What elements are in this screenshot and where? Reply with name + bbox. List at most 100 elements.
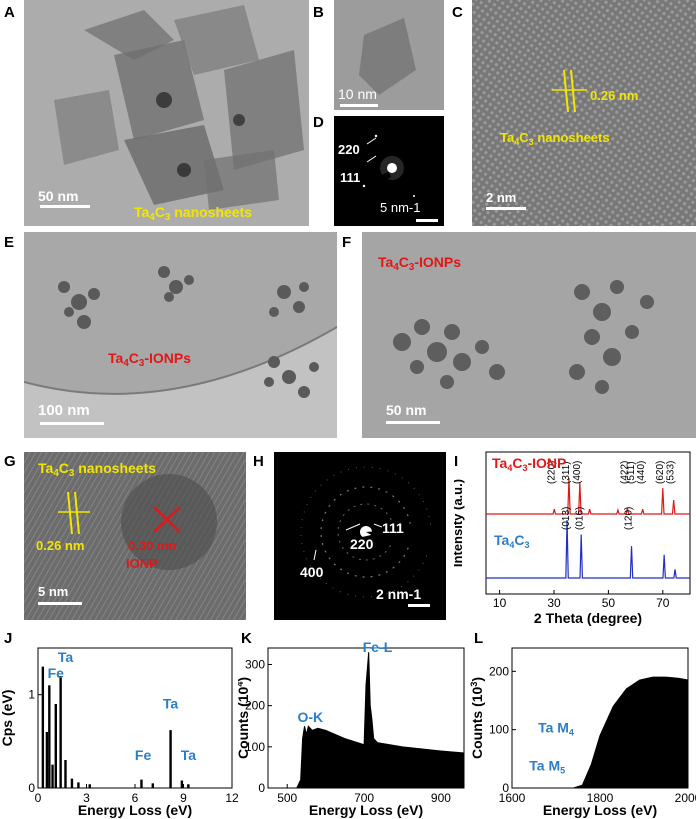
panel-letter-a: A [4, 4, 15, 21]
panel-i-legend-ta4c3: Ta4C3 [494, 532, 529, 550]
panel-b-sheet-graphic [334, 0, 444, 110]
panel-e-sample-label: Ta4C3-IONPs [108, 350, 192, 369]
panel-j-peak-bar [51, 764, 54, 788]
panel-j-peak-annotation: Ta [163, 696, 179, 712]
panel-l-edge-annotation: Ta M4 [538, 720, 574, 738]
panel-k-edge-annotation: Fe-L [363, 640, 393, 655]
panel-h-ring-220: 220 [350, 536, 374, 552]
panel-k-ylabel: Counts (104) [238, 677, 251, 759]
panel-c-sample-label: Ta4C3 nanosheets [500, 130, 610, 147]
panel-i-peak-label: (400) [572, 461, 583, 484]
panel-i-peak-label: (533) [666, 461, 677, 484]
panel-e-tem-image: Ta4C3-IONPs 100 nm [24, 232, 337, 438]
panel-i-peak-label: (311) [561, 461, 572, 484]
panel-j-plot-frame [37, 647, 233, 789]
panel-letter-i: I [454, 453, 459, 470]
panel-f-scale-bar [386, 421, 440, 424]
panel-l-edge-annotation: Ta M5 [529, 758, 565, 776]
panel-c-scale-label: 2 nm [486, 190, 517, 205]
panel-k-xtick-label: 700 [354, 791, 374, 805]
panel-j-peak-bar [140, 779, 143, 788]
panel-j-peak-bar [169, 730, 172, 788]
panel-j-peak-annotation: Fe [135, 747, 152, 763]
panel-letter-g: G [4, 453, 16, 470]
panel-i-ylabel: Intensity (a.u.) [454, 479, 465, 567]
panel-j-peak-bar [88, 784, 91, 788]
panel-i-legend-ionp: Ta4C3-IONP [492, 455, 566, 473]
panel-letter-j: J [4, 630, 13, 647]
panel-i-peak-label: (013) [561, 507, 572, 530]
panel-letter-h: H [253, 453, 264, 470]
panel-h-saed-image: 111 220 400 2 nm-1 [274, 452, 446, 620]
panel-letter-e: E [4, 234, 15, 251]
panel-j-peak-bar [151, 783, 154, 788]
panel-c-spacing-label: 0.26 nm [590, 88, 639, 103]
panel-i-peak-label: (511) [626, 461, 637, 484]
panel-h-ring-111: 111 [382, 520, 404, 536]
panel-b-scale-label: 10 nm [338, 86, 377, 102]
panel-f-tem-image: Ta4C3-IONPs 50 nm [362, 232, 696, 438]
panel-j-peak-bar [64, 760, 67, 788]
panel-k-xtick-label: 900 [431, 791, 451, 805]
panel-g-spacing1-label: 0.26 nm [36, 538, 85, 553]
panel-d-scale-bar [416, 219, 438, 222]
panel-k-spectrum-area [268, 652, 465, 789]
panel-i-peak-label: (422) [619, 461, 630, 484]
panel-d-diffraction-graphic [334, 116, 444, 226]
panel-j-peak-bar [48, 685, 51, 788]
panel-j-peak-bar [41, 666, 45, 788]
panel-a-tem-image: 50 nm Ta4C3 nanosheets [24, 0, 309, 226]
panel-g-spacing2-label: 0.30 nm [128, 538, 177, 553]
panel-a-nanosheets-graphic [24, 0, 309, 226]
panel-letter-f: F [342, 234, 352, 251]
panel-l-xtick-label: 1800 [587, 791, 614, 805]
panel-j-xtick-label: 12 [225, 791, 238, 805]
panel-letter-l: L [474, 630, 484, 647]
panel-i-plot-frame [485, 451, 691, 595]
panel-k-ytick-label: 300 [245, 657, 265, 671]
panel-k-xlabel: Energy Loss (eV) [309, 802, 423, 818]
panel-j-peak-bar [54, 704, 57, 788]
panel-j-peak-annotation: Ta [181, 747, 197, 763]
panel-l-ylabel: Counts (103) [470, 677, 485, 759]
panel-i-xrd-chart: (220) (311) (400) (422)(511)(440) (620) (533)… [454, 451, 691, 626]
panel-j-peak-bar [59, 676, 62, 788]
panel-k-xtick-label: 500 [277, 791, 297, 805]
panel-i-peak-label: (620) [655, 461, 666, 484]
panel-j-xtick-label: 9 [180, 791, 187, 805]
panel-letter-c: C [452, 4, 463, 21]
panel-l-ytick-label: 200 [489, 664, 509, 678]
panel-j-peak-annotation: Fe [48, 665, 65, 681]
panel-j-peak-bar [187, 784, 190, 788]
panel-i-xtick-label: 50 [602, 596, 616, 610]
panel-e-scale-bar [40, 422, 104, 425]
panel-j-xlabel: Energy Loss (eV) [78, 802, 192, 818]
panel-b-tem-image: 10 nm [334, 0, 444, 110]
panel-g-scale-label: 5 nm [38, 584, 69, 599]
panel-i-series-line [486, 519, 690, 579]
panel-k-ytick-label: 100 [245, 740, 265, 754]
panel-k-ytick-label: 200 [245, 699, 265, 713]
panel-j-peak-annotation: Ta [58, 649, 74, 665]
panel-h-ring-400: 400 [300, 564, 324, 580]
panel-l-ytick-label: 100 [489, 723, 509, 737]
panel-g-ionp-label: IONP [126, 556, 158, 571]
panel-j-ytick-label: 1 [28, 688, 35, 702]
panel-c-hrtem-image: 0.26 nm Ta4C3 nanosheets 2 nm [472, 0, 696, 226]
panel-i-peak-label: (440) [636, 461, 647, 484]
panel-letter-k: K [241, 630, 252, 647]
panel-l-xlabel: Energy Loss (eV) [543, 802, 657, 818]
panel-letter-d: D [313, 114, 324, 131]
panel-h-scale-label: 2 nm-1 [376, 586, 422, 602]
panel-l-xtick-label: 1600 [499, 791, 526, 805]
panel-j-peak-bar [70, 778, 74, 788]
panel-i-peak-label: (016) [575, 507, 586, 530]
panel-a-scale-label: 50 nm [38, 188, 79, 204]
panel-j-xtick-label: 3 [83, 791, 90, 805]
panel-g-sample-label: Ta4C3 nanosheets [38, 460, 157, 479]
panel-i-series-line [486, 477, 690, 515]
